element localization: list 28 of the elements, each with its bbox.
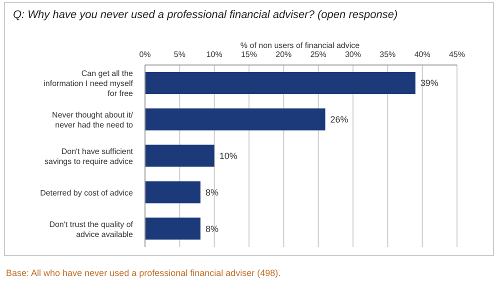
y-tick-label: Never thought about it/ never had the need to (52, 110, 134, 130)
bar (145, 72, 416, 94)
bar (145, 108, 326, 130)
x-tick-label: 40% (414, 50, 430, 59)
y-tick-label: Don't trust the quality of advice available (49, 220, 134, 239)
bar (145, 181, 200, 204)
x-axis-title: % of non users of financial advice (239, 41, 361, 50)
chart-title: Q: Why have you never used a professional financial adviser? (open response) (13, 9, 398, 21)
data-label: 8% (205, 224, 218, 234)
x-tick-label: 30% (344, 50, 362, 59)
data-label: 10% (219, 150, 238, 161)
y-tick-label: Don't have sufficient savings to require advice (44, 147, 134, 166)
bar (145, 144, 214, 167)
bar (145, 218, 200, 240)
x-tick-label: 15% (240, 50, 258, 59)
y-tick-label: Deterred by cost of advice (40, 188, 134, 198)
data-label: 39% (420, 78, 438, 88)
x-tick-label: 35% (380, 50, 396, 59)
data-label: 26% (330, 114, 348, 125)
data-label: 8% (205, 187, 218, 198)
x-tick-label: 0% (139, 50, 151, 59)
x-tick-label: 45% (448, 50, 466, 59)
text: Base: All who have never used a professional financial adviser (498). (6, 268, 281, 278)
x-tick-label: 10% (206, 50, 222, 59)
x-tick-label: 25% (310, 50, 326, 59)
x-tick-label: 20% (276, 50, 292, 59)
y-tick-label: Can get all the information I need myself for free (44, 69, 134, 98)
x-tick-label: 5% (174, 50, 186, 59)
